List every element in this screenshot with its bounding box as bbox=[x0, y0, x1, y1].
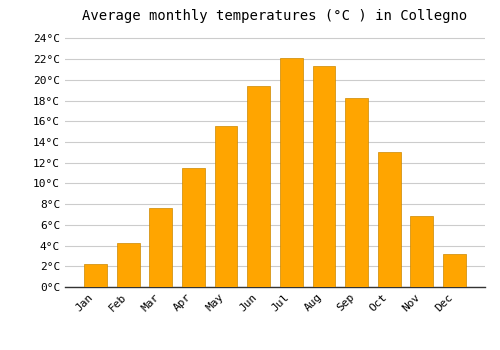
Bar bbox=[116, 244, 140, 287]
Bar bbox=[345, 98, 368, 287]
Bar bbox=[378, 152, 400, 287]
Bar bbox=[150, 208, 172, 287]
Bar bbox=[182, 168, 205, 287]
Title: Average monthly temperatures (°C ) in Collegno: Average monthly temperatures (°C ) in Co… bbox=[82, 9, 468, 23]
Bar bbox=[214, 126, 238, 287]
Bar bbox=[248, 86, 270, 287]
Bar bbox=[312, 66, 336, 287]
Bar bbox=[410, 216, 434, 287]
Bar bbox=[280, 58, 302, 287]
Bar bbox=[84, 264, 107, 287]
Bar bbox=[443, 254, 466, 287]
